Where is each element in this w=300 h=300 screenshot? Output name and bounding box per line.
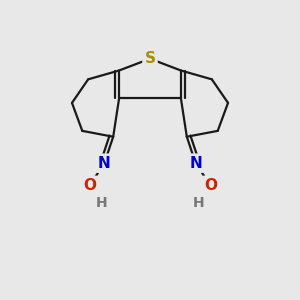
Text: N: N [98, 156, 111, 171]
Text: O: O [204, 178, 217, 193]
Text: S: S [145, 51, 155, 66]
Text: N: N [189, 156, 202, 171]
Text: H: H [193, 196, 204, 210]
Text: H: H [96, 196, 107, 210]
Text: O: O [83, 178, 96, 193]
